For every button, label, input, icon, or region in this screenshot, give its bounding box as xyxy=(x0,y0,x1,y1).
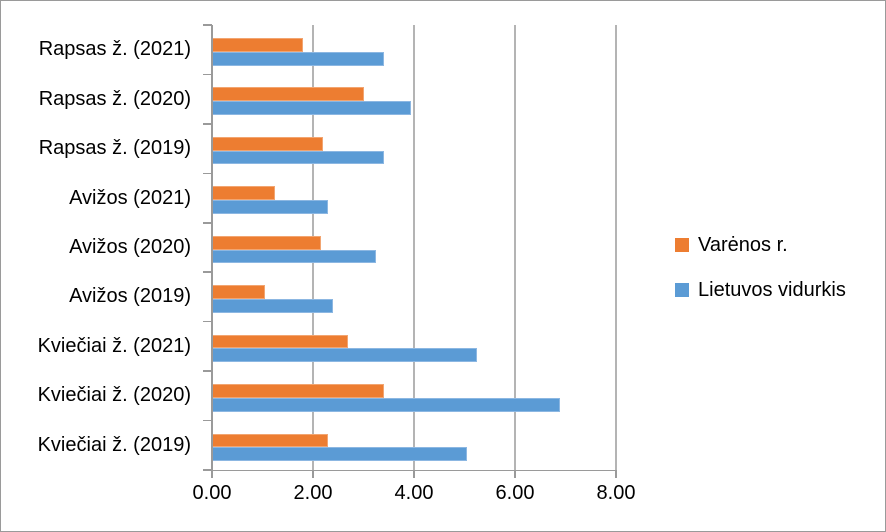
bar xyxy=(212,397,561,412)
category-label: Rapsas ž. (2021) xyxy=(38,38,191,61)
gridline xyxy=(615,25,617,470)
bar xyxy=(212,249,377,264)
category-label: Kviečiai ž. (2021) xyxy=(37,334,191,357)
bar xyxy=(212,299,334,313)
x-axis-ticks xyxy=(211,25,617,478)
category-label: Kviečiai ž. (2020) xyxy=(37,384,191,407)
legend-item-varenos-r: Varėnos r. xyxy=(675,231,846,259)
value-axis-label: 4.00 xyxy=(394,482,434,504)
y-axis-tick xyxy=(203,469,212,471)
bar xyxy=(212,285,266,300)
y-axis-tick xyxy=(203,222,212,224)
y-axis-tick xyxy=(203,271,212,273)
gridline xyxy=(514,25,516,470)
y-axis-tick xyxy=(203,172,212,175)
y-axis-tick xyxy=(203,419,212,422)
bar xyxy=(212,433,329,448)
x-axis-tick xyxy=(514,471,516,478)
category-label: Rapsas ž. (2020) xyxy=(38,87,191,110)
y-axis-ticks xyxy=(203,24,616,471)
legend-swatch-varenos-r xyxy=(675,238,689,252)
y-axis-tick xyxy=(203,123,212,125)
legend-swatch-lietuvos-vidurkis xyxy=(675,283,689,297)
y-axis-line xyxy=(211,25,213,471)
value-axis-label: 2.00 xyxy=(293,482,333,504)
legend-label-varenos-r: Varėnos r. xyxy=(698,233,788,256)
y-axis-tick xyxy=(203,320,212,323)
x-axis-line xyxy=(204,469,617,471)
bar xyxy=(212,334,349,349)
bar xyxy=(212,136,324,151)
category-label: Avižos (2019) xyxy=(69,285,191,308)
category-label: Kviečiai ž. (2019) xyxy=(37,433,191,456)
category-label: Avižos (2021) xyxy=(69,186,191,209)
x-axis-tick xyxy=(211,471,213,478)
y-axis-tick xyxy=(203,73,212,76)
y-axis-tick xyxy=(203,24,212,26)
bar xyxy=(212,101,412,116)
value-axis-label: 0.00 xyxy=(192,482,232,504)
legend-label-lietuvos-vidurkis: Lietuvos vidurkis xyxy=(698,278,846,301)
category-label: Rapsas ž. (2019) xyxy=(38,137,191,160)
plot-area xyxy=(203,24,617,478)
bar-series xyxy=(212,25,616,470)
y-axis-tick xyxy=(203,370,212,372)
x-axis-tick xyxy=(615,471,617,478)
legend: Varėnos r. Lietuvos vidurkis xyxy=(675,231,846,321)
x-axis-tick xyxy=(312,471,314,478)
value-axis-label: 6.00 xyxy=(495,482,535,504)
bar xyxy=(212,200,329,214)
gridline xyxy=(413,25,415,470)
bar xyxy=(212,186,276,201)
category-label: Avižos (2020) xyxy=(69,235,191,258)
bar xyxy=(212,447,468,462)
value-axis-label: 8.00 xyxy=(596,482,636,504)
x-axis-tick xyxy=(413,471,415,478)
bar xyxy=(212,348,478,363)
legend-item-lietuvos-vidurkis: Lietuvos vidurkis xyxy=(675,276,846,304)
